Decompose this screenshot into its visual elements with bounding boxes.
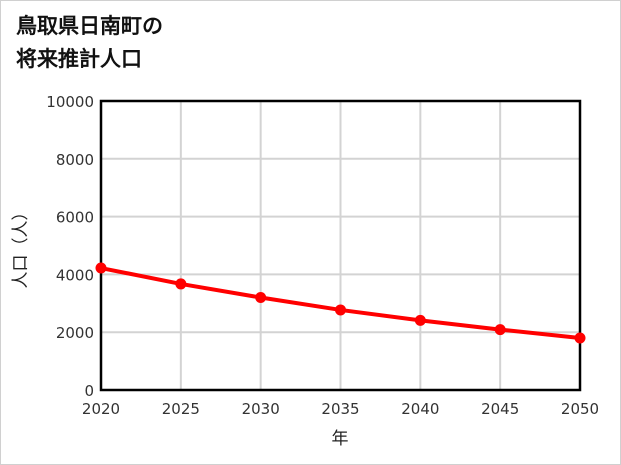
y-axis-ticks: 0 2000 4000 6000 8000 10000: [46, 93, 94, 400]
y-axis-title: 人口（人）: [11, 204, 31, 289]
data-point-marker: [414, 314, 426, 326]
x-axis-title: 年: [332, 429, 349, 449]
chart-title-line1: 鳥取県日南町の: [16, 14, 163, 38]
data-point-marker: [335, 304, 346, 316]
x-tick-label: 2020: [82, 400, 120, 418]
x-tick-label: 2045: [481, 400, 519, 418]
y-tick-label: 2000: [56, 324, 94, 342]
data-point-marker: [95, 262, 107, 274]
y-tick-label: 8000: [56, 151, 94, 169]
data-point-marker: [494, 324, 506, 336]
x-tick-label: 2030: [242, 400, 280, 418]
data-point-marker: [175, 278, 187, 290]
gridlines: [100, 100, 581, 391]
chart-title: 鳥取県日南町の 将来推計人口: [16, 10, 163, 76]
y-tick-label: 0: [84, 382, 94, 400]
x-axis-ticks: 2020 2025 2030 2035 2040 2045 2050: [82, 400, 599, 418]
y-tick-label: 4000: [56, 266, 94, 284]
chart-title-line2: 将来推計人口: [16, 47, 142, 71]
y-tick-label: 10000: [46, 93, 94, 111]
data-point-marker: [574, 332, 586, 344]
plot-area-border: [99, 99, 582, 392]
x-tick-label: 2035: [321, 400, 359, 418]
data-series: [95, 262, 586, 344]
x-tick-label: 2025: [162, 400, 200, 418]
data-point-marker: [255, 292, 267, 304]
x-tick-label: 2040: [401, 400, 439, 418]
x-tick-label: 2050: [561, 400, 599, 418]
y-tick-label: 6000: [56, 209, 94, 227]
